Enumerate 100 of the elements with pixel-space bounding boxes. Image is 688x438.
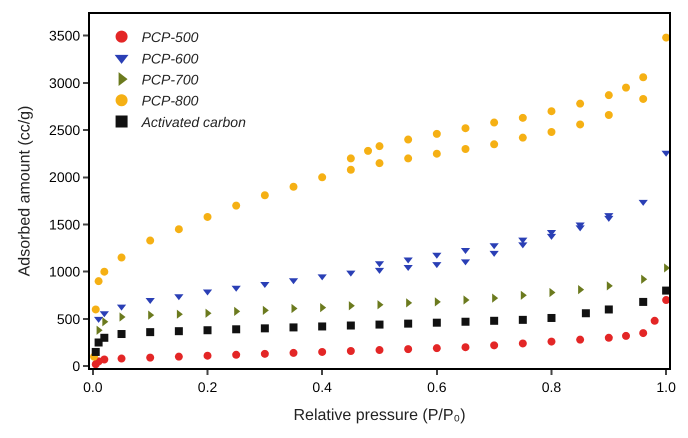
point bbox=[290, 182, 298, 191]
y-tick-label: 0 bbox=[72, 358, 80, 374]
point bbox=[662, 296, 669, 304]
point bbox=[518, 114, 527, 122]
point bbox=[518, 316, 527, 324]
point bbox=[232, 350, 240, 359]
legend-label: PCP-600 bbox=[142, 50, 199, 66]
y-axis-title: Adsorbed amount (cc/g) bbox=[16, 106, 34, 276]
point bbox=[662, 286, 669, 295]
point bbox=[639, 73, 648, 82]
y-tick-label: 2500 bbox=[49, 122, 80, 138]
point bbox=[490, 118, 498, 127]
point bbox=[518, 134, 527, 142]
point bbox=[118, 254, 126, 262]
legend-label: PCP-700 bbox=[142, 72, 199, 88]
point bbox=[146, 354, 154, 362]
point bbox=[518, 339, 527, 348]
point bbox=[461, 343, 470, 352]
point bbox=[404, 136, 412, 144]
y-tick-label: 3500 bbox=[49, 28, 80, 44]
point bbox=[260, 324, 269, 332]
point bbox=[604, 91, 613, 100]
point bbox=[547, 314, 556, 322]
point bbox=[547, 128, 556, 136]
point bbox=[639, 94, 648, 103]
y-tick-label: 1000 bbox=[49, 264, 80, 280]
legend-label: Activated carbon bbox=[140, 114, 246, 130]
point bbox=[622, 84, 630, 92]
point bbox=[404, 154, 412, 162]
point bbox=[576, 120, 584, 128]
x-tick-label: 0.0 bbox=[83, 378, 103, 395]
point bbox=[92, 305, 100, 314]
point bbox=[604, 334, 613, 342]
point bbox=[404, 320, 412, 328]
point bbox=[94, 277, 103, 286]
point bbox=[376, 320, 384, 329]
x-axis-title: Relative pressure (P/P₀) bbox=[293, 407, 466, 424]
point bbox=[100, 268, 108, 276]
x-tick-label: 0.6 bbox=[427, 378, 447, 395]
point bbox=[204, 212, 212, 221]
x-tick-label: 0.8 bbox=[542, 378, 562, 395]
point bbox=[346, 166, 355, 174]
point bbox=[432, 130, 441, 138]
point bbox=[174, 352, 183, 361]
point bbox=[622, 332, 630, 340]
point bbox=[318, 348, 326, 356]
point bbox=[204, 326, 212, 334]
point bbox=[650, 316, 659, 325]
point bbox=[260, 350, 269, 358]
point bbox=[461, 318, 470, 326]
point bbox=[174, 327, 183, 336]
point bbox=[547, 107, 556, 116]
point bbox=[576, 100, 584, 108]
point bbox=[174, 225, 183, 234]
x-tick-label: 1.0 bbox=[656, 378, 676, 395]
point bbox=[346, 154, 355, 162]
point bbox=[204, 352, 212, 360]
x-tick-label: 0.4 bbox=[312, 378, 332, 395]
point bbox=[639, 329, 648, 338]
point bbox=[364, 146, 372, 155]
point bbox=[490, 341, 498, 350]
x-tick-label: 0.2 bbox=[198, 378, 218, 395]
point bbox=[118, 354, 126, 363]
point bbox=[232, 202, 240, 210]
point bbox=[146, 328, 154, 336]
point bbox=[490, 316, 498, 325]
point bbox=[461, 124, 470, 132]
point bbox=[318, 322, 326, 330]
point bbox=[639, 298, 648, 306]
point bbox=[432, 344, 441, 352]
y-tick-label: 500 bbox=[56, 310, 80, 327]
point bbox=[346, 322, 355, 330]
point bbox=[290, 323, 298, 332]
legend-label: PCP-500 bbox=[142, 29, 199, 46]
legend-label: PCP-800 bbox=[142, 92, 199, 109]
point bbox=[432, 318, 441, 327]
point bbox=[118, 330, 126, 338]
point bbox=[100, 356, 108, 364]
point bbox=[100, 334, 108, 342]
point bbox=[376, 142, 384, 150]
y-tick-label: 2000 bbox=[49, 169, 80, 186]
y-tick-label: 3000 bbox=[49, 74, 80, 91]
point bbox=[662, 34, 669, 42]
point bbox=[576, 336, 584, 344]
point bbox=[376, 346, 384, 354]
y-tick-label: 1500 bbox=[49, 216, 80, 232]
point bbox=[92, 348, 100, 356]
point bbox=[432, 150, 441, 158]
point bbox=[547, 338, 556, 346]
point bbox=[260, 191, 269, 200]
point bbox=[146, 236, 154, 245]
point bbox=[232, 325, 240, 334]
point bbox=[582, 309, 590, 318]
point bbox=[290, 348, 298, 357]
point bbox=[346, 347, 355, 356]
point bbox=[461, 144, 470, 153]
point bbox=[318, 173, 326, 182]
point bbox=[490, 140, 498, 148]
point bbox=[604, 111, 613, 120]
point bbox=[404, 345, 412, 354]
